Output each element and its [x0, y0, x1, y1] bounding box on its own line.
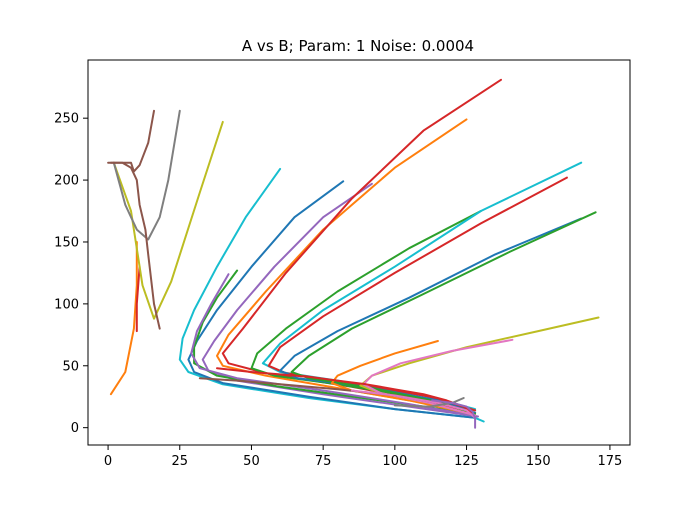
y-tick-label: 100 — [54, 297, 79, 312]
series-line-24 — [393, 397, 465, 408]
series-line-1 — [135, 265, 141, 333]
y-tick-label: 0 — [71, 421, 79, 436]
series-line-0 — [109, 241, 138, 396]
x-tick-label: 0 — [104, 454, 112, 469]
x-tick-label: 100 — [382, 454, 407, 469]
y-tick-label: 50 — [62, 359, 79, 374]
series-line-5 — [107, 161, 161, 330]
series-line-14 — [261, 161, 583, 411]
x-tick-label: 25 — [171, 454, 188, 469]
y-axis: 0 50 100 150 200 250 — [54, 112, 88, 436]
y-tick-label: 150 — [54, 235, 79, 250]
x-tick-label: 125 — [454, 454, 479, 469]
series-layer — [107, 78, 600, 429]
series-line-3 — [112, 109, 181, 241]
series-line-25 — [431, 399, 477, 429]
x-tick-label: 175 — [598, 454, 623, 469]
series-line-20 — [362, 338, 514, 417]
series-line-7 — [187, 180, 477, 419]
series-line-11 — [193, 269, 468, 414]
y-tick-label: 250 — [54, 112, 79, 127]
x-axis: 0 25 50 75 100 125 150 175 — [104, 445, 622, 469]
series-line-19 — [359, 316, 600, 417]
series-line-12 — [190, 273, 474, 417]
series-line-15 — [267, 176, 568, 412]
series-line-17 — [290, 211, 597, 416]
x-tick-label: 75 — [315, 454, 332, 469]
series-line-2 — [112, 120, 224, 320]
x-tick-label: 150 — [526, 454, 551, 469]
series-line-23 — [350, 389, 477, 419]
series-line-8 — [201, 182, 479, 418]
series-line-13 — [250, 210, 482, 412]
chart-title: A vs B; Param: 1 Noise: 0.0004 — [242, 37, 474, 55]
y-tick-label: 200 — [54, 174, 79, 189]
x-tick-label: 50 — [243, 454, 260, 469]
plot-area-frame — [87, 59, 631, 446]
